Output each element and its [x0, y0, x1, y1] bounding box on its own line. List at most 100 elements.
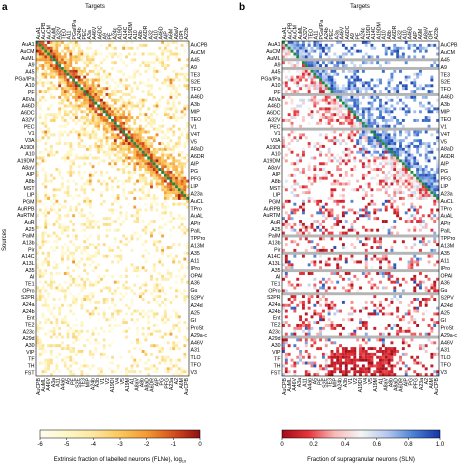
- sln-cell: [424, 150, 428, 154]
- flne-cell: [47, 364, 50, 368]
- flne-cell: [63, 159, 67, 163]
- sln-cell: [307, 332, 311, 336]
- source-tick-label: A24d: [191, 303, 203, 309]
- sln-diagonal-cell: [401, 162, 405, 166]
- source-tick-label: A24d: [441, 303, 453, 309]
- flne-cell: [125, 179, 128, 183]
- panel-b-right-tick-labels: AuCPBAuCMA45A9TE3S2ETFOA46DA3bMIPTEOV1V4…: [441, 43, 459, 377]
- flne-cell: [41, 72, 45, 76]
- target-tick-label: A46D: [408, 26, 414, 39]
- flne-cell: [61, 185, 64, 189]
- sln-cell: [413, 274, 417, 278]
- sln-cell: [341, 196, 345, 200]
- sln-cell: [284, 225, 288, 229]
- flne-cell: [44, 205, 48, 209]
- sln-cell: [319, 52, 323, 56]
- sln-cell: [407, 165, 411, 169]
- sln-cell: [284, 243, 288, 247]
- sln-cell: [390, 173, 394, 177]
- sln-cell: [321, 162, 325, 166]
- flne-cell: [163, 133, 167, 137]
- flne-cell: [44, 64, 48, 68]
- flne-cell: [116, 150, 120, 154]
- sln-cell: [424, 350, 428, 353]
- target-tick-label: A46V: [92, 26, 98, 39]
- flne-cell: [166, 41, 170, 44]
- sln-cell: [316, 43, 320, 47]
- flne-cell: [141, 147, 145, 151]
- flne-cell: [52, 55, 56, 59]
- flne-cell: [183, 84, 187, 88]
- flne-cell: [150, 173, 153, 177]
- sln-cell: [304, 55, 308, 59]
- flne-cell: [86, 277, 89, 281]
- flne-cell: [105, 254, 109, 258]
- sln-cell: [330, 280, 334, 284]
- flne-cell: [180, 150, 184, 154]
- flne-cell: [102, 72, 106, 76]
- flne-cell: [183, 113, 187, 117]
- flne-cell: [113, 61, 117, 65]
- source-tick-label: Gu: [191, 288, 198, 294]
- flne-cell: [52, 260, 56, 264]
- flne-cell: [72, 55, 75, 59]
- flne-cell: [177, 182, 181, 186]
- sln-cell: [327, 170, 331, 174]
- sln-cell: [364, 260, 368, 264]
- flne-cell: [108, 84, 112, 88]
- target-tick-label: A10: [382, 30, 388, 39]
- flne-cell: [172, 179, 176, 183]
- flne-cell: [74, 69, 78, 73]
- flne-cell: [161, 347, 165, 351]
- sln-cell: [381, 344, 385, 348]
- flne-cell: [86, 373, 89, 377]
- sln-cell: [381, 202, 385, 206]
- flne-cell: [163, 110, 167, 114]
- flne-cell: [80, 211, 84, 215]
- flne-cell: [77, 43, 81, 47]
- sln-cell: [353, 101, 357, 105]
- sln-cell: [410, 214, 414, 218]
- flne-cell: [38, 263, 42, 267]
- flne-cell: [74, 318, 78, 322]
- flne-cell: [122, 329, 126, 333]
- flne-cell: [180, 156, 184, 160]
- sln-cell: [347, 332, 351, 336]
- sln-cell: [413, 185, 417, 189]
- flne-cell: [52, 46, 56, 50]
- sln-cell: [384, 162, 388, 166]
- source-tick-label: A29a-c: [191, 333, 208, 339]
- sln-cell: [353, 72, 357, 76]
- sln-cell: [339, 199, 342, 203]
- flne-cell: [125, 147, 128, 151]
- flne-cell: [155, 78, 159, 82]
- flne-cell: [47, 107, 50, 111]
- flne-cell: [44, 98, 48, 102]
- sln-cell: [347, 272, 351, 275]
- sln-cell: [393, 240, 397, 244]
- flne-cell: [127, 98, 131, 102]
- flne-diagonal-cell: [161, 170, 165, 174]
- flne-cell: [41, 283, 45, 287]
- sln-cell: [284, 55, 288, 59]
- flne-cell: [113, 110, 117, 114]
- sln-cell: [310, 116, 314, 120]
- flne-cell: [83, 66, 87, 70]
- sln-cell: [290, 101, 294, 105]
- sln-cell: [424, 274, 428, 278]
- sln-cell: [290, 240, 294, 244]
- sln-cell: [319, 121, 323, 125]
- flne-cell: [119, 142, 123, 146]
- flne-cell: [163, 188, 167, 192]
- flne-cell: [183, 49, 187, 53]
- flne-cell: [111, 274, 114, 278]
- flne-cell: [63, 113, 67, 117]
- flne-cell: [172, 147, 176, 151]
- sln-cell: [319, 228, 323, 232]
- sln-cell: [419, 217, 422, 221]
- sln-cell: [419, 286, 422, 290]
- sln-diagonal-cell: [282, 41, 285, 44]
- sln-cell: [327, 309, 331, 313]
- flne-cell: [41, 130, 45, 134]
- flne-cell: [161, 358, 165, 362]
